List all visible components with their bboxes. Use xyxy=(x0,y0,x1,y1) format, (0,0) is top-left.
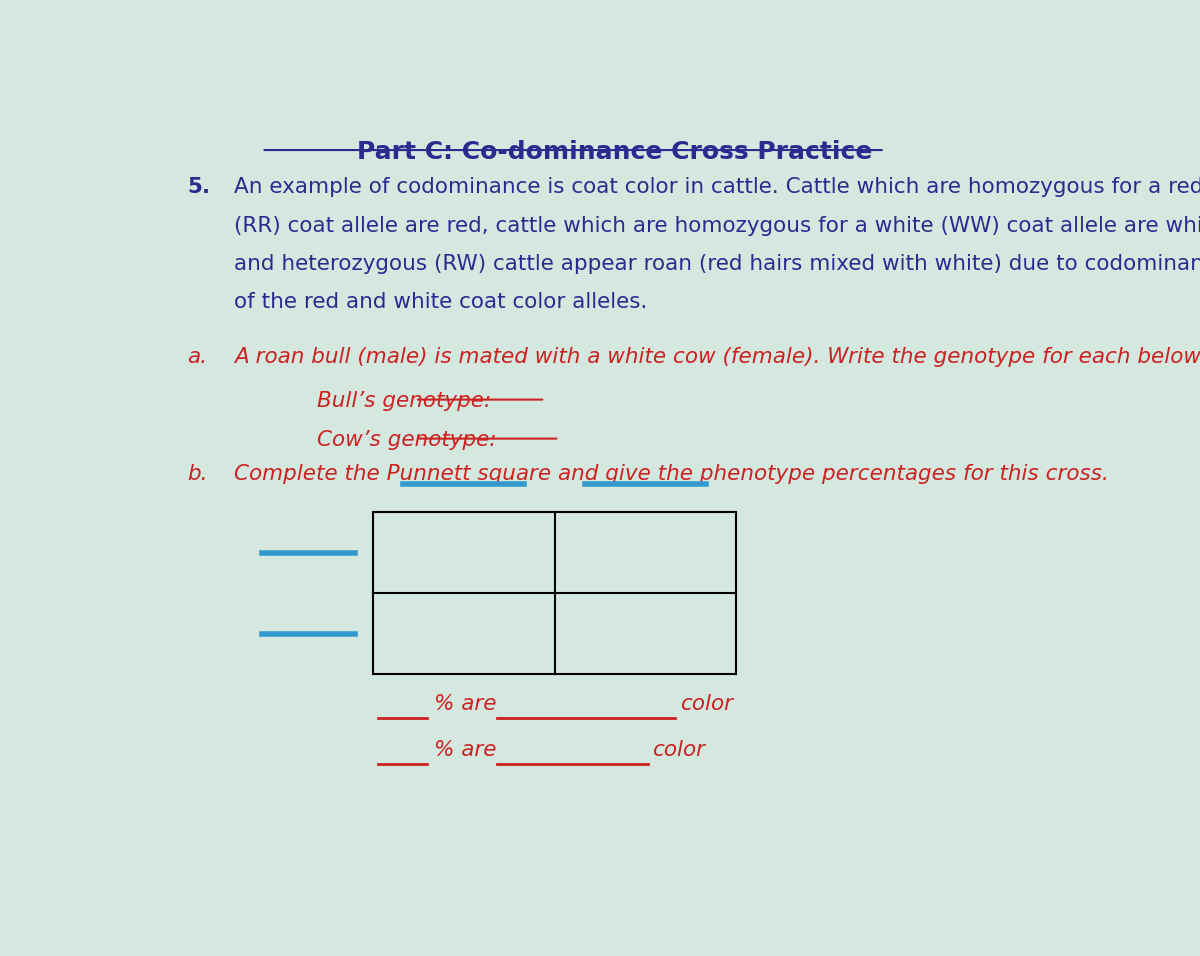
Text: % are: % are xyxy=(433,740,496,760)
Text: of the red and white coat color alleles.: of the red and white coat color alleles. xyxy=(234,293,647,312)
Bar xyxy=(373,512,736,674)
Text: a.: a. xyxy=(187,347,208,366)
Text: b.: b. xyxy=(187,465,208,485)
Text: color: color xyxy=(680,694,733,714)
Text: (RR) coat allele are red, cattle which are homozygous for a white (WW) coat alle: (RR) coat allele are red, cattle which a… xyxy=(234,215,1200,235)
Text: % are: % are xyxy=(433,694,496,714)
Text: and heterozygous (RW) cattle appear roan (red hairs mixed with white) due to cod: and heterozygous (RW) cattle appear roan… xyxy=(234,254,1200,273)
Text: An example of codominance is coat color in cattle. Cattle which are homozygous f: An example of codominance is coat color … xyxy=(234,177,1200,197)
Text: Bull’s genotype:: Bull’s genotype: xyxy=(317,391,492,411)
Text: A roan bull (male) is mated with a white cow (female). Write the genotype for ea: A roan bull (male) is mated with a white… xyxy=(234,347,1200,366)
Text: Complete the Punnett square and give the phenotype percentages for this cross.: Complete the Punnett square and give the… xyxy=(234,465,1109,485)
Text: Cow’s genotype:: Cow’s genotype: xyxy=(317,430,497,449)
Text: color: color xyxy=(653,740,706,760)
Text: Part C: Co-dominance Cross Practice: Part C: Co-dominance Cross Practice xyxy=(358,141,872,164)
Text: 5.: 5. xyxy=(187,177,210,197)
